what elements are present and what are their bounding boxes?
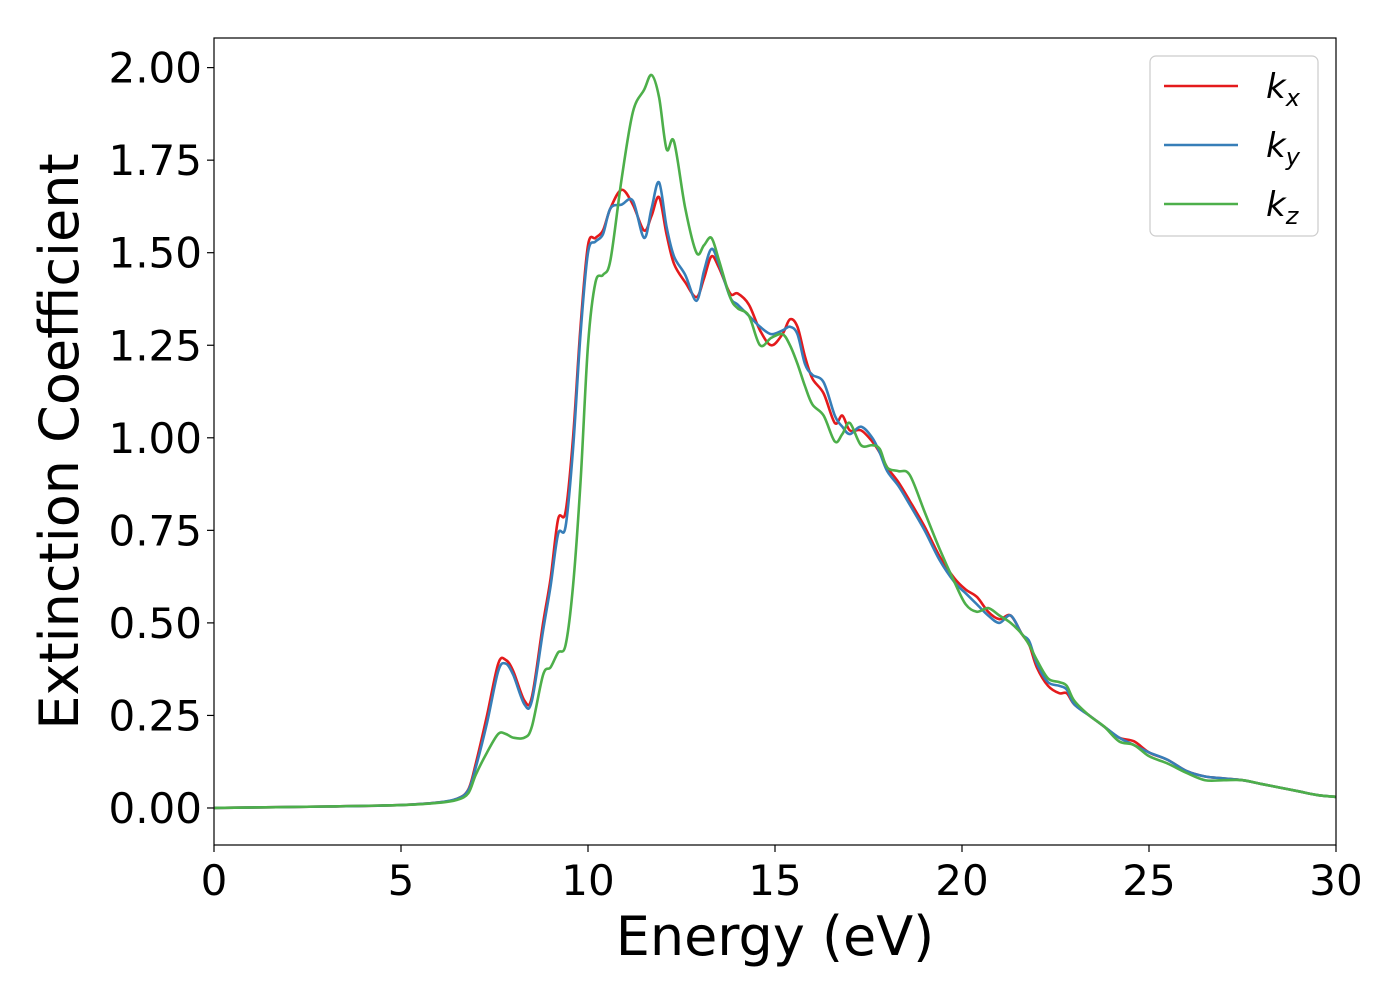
legend-label-z: kz [1266,185,1300,230]
x-tick-label: 5 [388,856,415,905]
axis-ticks: 0 5 10 15 20 25 30 0.00 0.25 0.50 0.75 1.00 1.25 1.50… [108,44,1362,905]
y-tick-label: 2.00 [108,44,202,93]
legend-label-y: ky [1266,126,1301,171]
legend-label-x: kx [1266,67,1301,112]
y-tick-label: 0.75 [108,506,202,555]
x-tick-label: 15 [748,856,801,905]
plot-area [214,73,1336,810]
y-tick-label: 1.75 [108,136,202,185]
series-line-z [214,73,1336,810]
y-tick-label: 1.00 [108,414,202,463]
x-tick-label: 20 [935,856,988,905]
y-tick-label: 1.50 [108,229,202,278]
x-axis-title: Energy (eV) [616,905,935,968]
y-tick-label: 1.25 [108,321,202,370]
y-axis-title: Extinction Coefficient [28,153,91,729]
y-tick-label: 0.25 [108,691,202,740]
series-line-x [214,188,1336,810]
legend: kx ky kz [1149,55,1319,237]
series-line-y [214,180,1336,810]
y-tick-label: 0.50 [108,599,202,648]
x-tick-label: 30 [1309,856,1362,905]
y-tick-label: 0.00 [108,784,202,833]
x-tick-label: 25 [1122,856,1175,905]
x-tick-label: 0 [201,856,228,905]
x-tick-label: 10 [561,856,614,905]
